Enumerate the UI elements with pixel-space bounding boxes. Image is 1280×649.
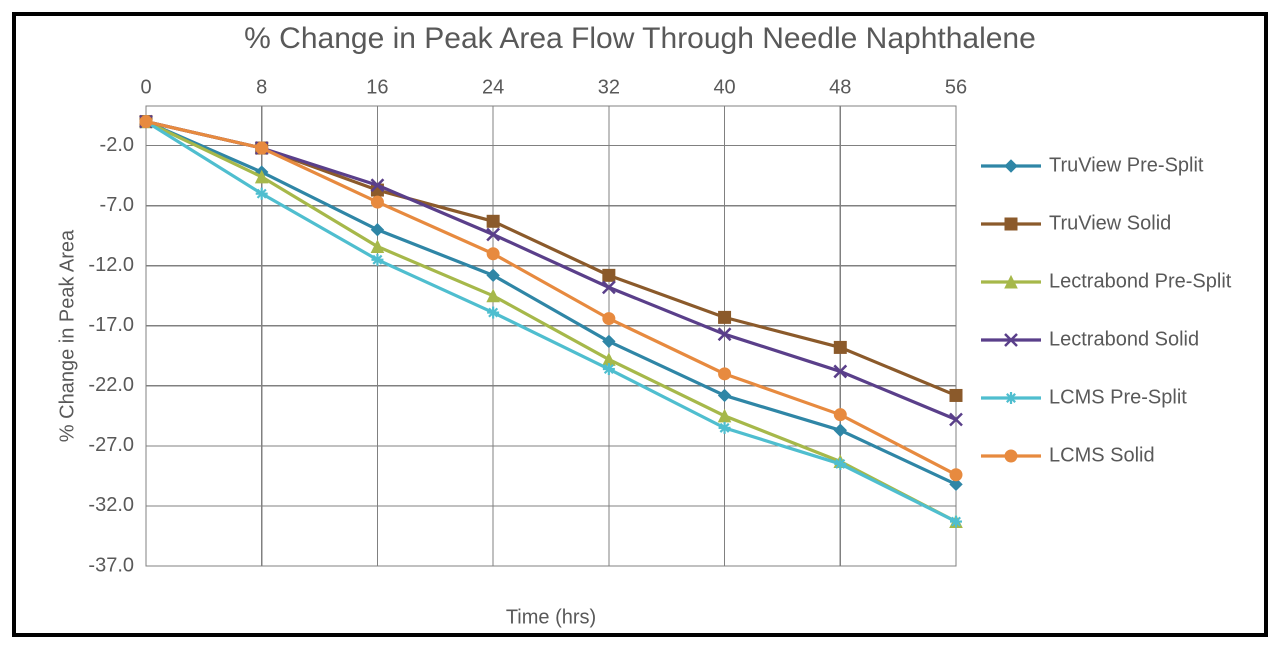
legend-item: LCMS Solid bbox=[981, 444, 1155, 466]
svg-text:-32.0: -32.0 bbox=[88, 494, 134, 516]
svg-text:8: 8 bbox=[256, 76, 267, 98]
svg-text:Lectrabond Solid: Lectrabond Solid bbox=[1049, 328, 1199, 350]
svg-text:32: 32 bbox=[598, 76, 620, 98]
svg-text:-27.0: -27.0 bbox=[88, 434, 134, 456]
svg-text:0: 0 bbox=[140, 76, 151, 98]
svg-text:-37.0: -37.0 bbox=[88, 554, 134, 576]
svg-text:-22.0: -22.0 bbox=[88, 374, 134, 396]
legend-item: TruView Pre-Split bbox=[981, 154, 1204, 176]
svg-text:-2.0: -2.0 bbox=[100, 134, 134, 156]
svg-text:TruView Pre-Split: TruView Pre-Split bbox=[1049, 154, 1204, 176]
legend: TruView Pre-Split TruView Solid Lectrabond… bbox=[981, 154, 1232, 466]
chart-area: % Change in Peak Area Flow Through Needl… bbox=[16, 16, 1264, 633]
svg-text:-17.0: -17.0 bbox=[88, 314, 134, 336]
svg-text:LCMS Pre-Split: LCMS Pre-Split bbox=[1049, 386, 1187, 408]
svg-text:LCMS Solid: LCMS Solid bbox=[1049, 444, 1155, 466]
svg-text:Time (hrs): Time (hrs) bbox=[506, 606, 596, 628]
svg-text:% Change in Peak Area: % Change in Peak Area bbox=[56, 229, 78, 442]
svg-text:40: 40 bbox=[713, 76, 735, 98]
legend-item: Lectrabond Solid bbox=[981, 328, 1199, 350]
svg-text:-7.0: -7.0 bbox=[100, 194, 134, 216]
legend-item: TruView Solid bbox=[981, 212, 1171, 234]
chart-svg: 0 8 16 24 32 40 48 56 -2.0 -7.0 -12.0 -17.0 -22.0 -27… bbox=[16, 16, 1264, 633]
svg-text:-12.0: -12.0 bbox=[88, 254, 134, 276]
chart-outer-frame: % Change in Peak Area Flow Through Needl… bbox=[12, 12, 1268, 637]
legend-item: Lectrabond Pre-Split bbox=[981, 270, 1232, 292]
svg-text:48: 48 bbox=[829, 76, 851, 98]
svg-text:TruView Solid: TruView Solid bbox=[1049, 212, 1171, 234]
legend-item: LCMS Pre-Split bbox=[981, 386, 1187, 408]
svg-text:56: 56 bbox=[945, 76, 967, 98]
svg-text:24: 24 bbox=[482, 76, 504, 98]
chart-title: % Change in Peak Area Flow Through Needl… bbox=[16, 22, 1264, 56]
svg-text:16: 16 bbox=[366, 76, 388, 98]
svg-text:Lectrabond Pre-Split: Lectrabond Pre-Split bbox=[1049, 270, 1232, 292]
